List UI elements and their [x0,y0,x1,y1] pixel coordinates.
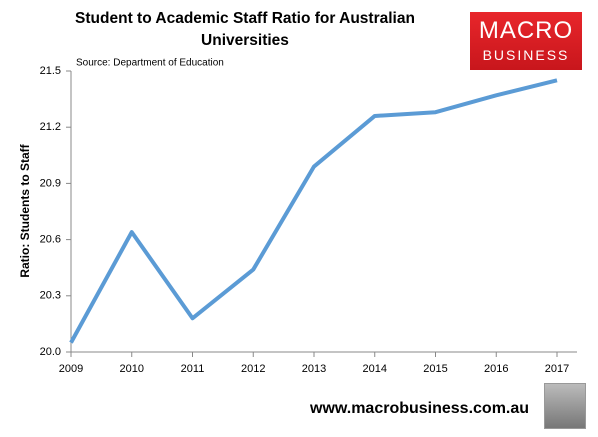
source-note: Source: Department of Education [76,58,224,69]
logo-text: MACRO [478,17,574,44]
x-tick-label: 2017 [545,363,569,375]
site-url: www.macrobusiness.com.au [310,400,530,417]
y-tick-label: 20.6 [40,234,61,246]
y-tick-label: 20.9 [40,177,61,189]
x-tick-label: 2016 [484,363,508,375]
x-tick-label: 2014 [363,363,387,375]
x-tick-label: 2011 [181,363,205,375]
y-tick-label: 21.2 [40,121,61,133]
chart-title: Student to Academic Staff Ratio for Aust… [75,10,415,49]
y-axis-label: Ratio: Students to Staff [18,143,32,277]
x-tick-label: 2009 [59,363,83,375]
logo-text: BUSINESS [482,47,570,63]
mascot-image [544,383,586,429]
logo: MACRO BUSINESS [470,12,582,70]
y-tick-label: 21.5 [40,65,61,77]
y-tick-label: 20.3 [40,290,61,302]
data-line [69,78,558,344]
x-tick-label: 2013 [302,363,326,375]
x-tick-label: 2015 [423,363,447,375]
y-tick-label: 20.0 [40,346,61,358]
x-tick-label: 2012 [241,363,265,375]
x-tick-label: 2010 [120,363,144,375]
